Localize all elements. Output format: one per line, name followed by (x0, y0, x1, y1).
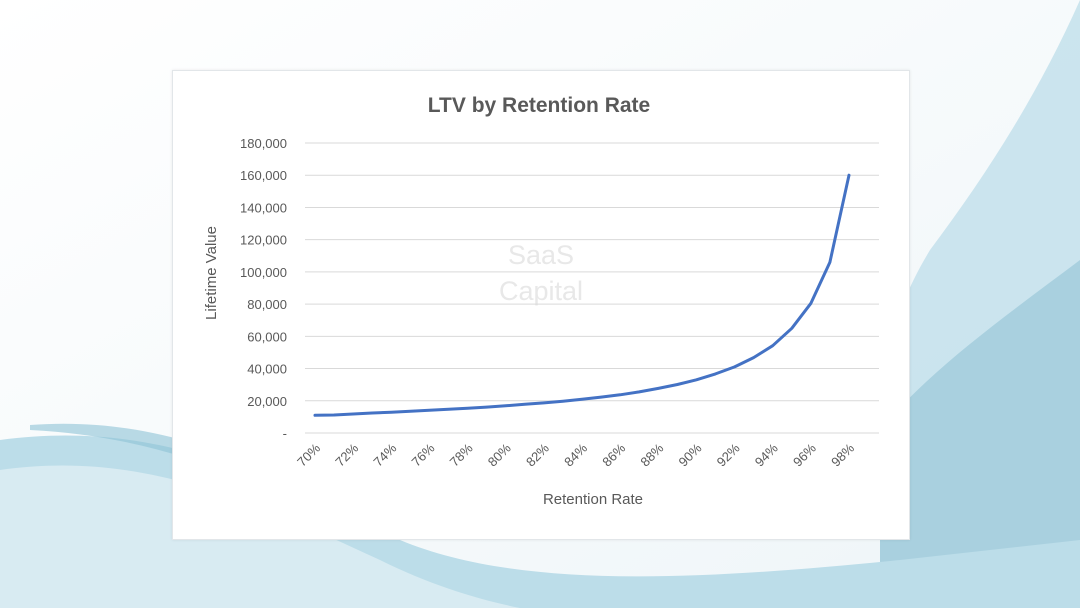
y-tick-label: 160,000 (240, 168, 287, 183)
data-point (828, 261, 832, 264)
data-point (542, 401, 546, 405)
data-point (618, 393, 622, 397)
x-tick-label: 80% (485, 440, 514, 469)
chart-title: LTV by Retention Rate (428, 94, 650, 117)
data-point (752, 356, 755, 359)
x-tick-label: 70% (294, 440, 323, 469)
y-tick-label: 60,000 (247, 329, 287, 344)
data-point (313, 414, 317, 417)
watermark-capital: Capital (499, 276, 583, 306)
data-point (580, 398, 584, 401)
data-point (733, 365, 736, 369)
y-tick-label: 140,000 (240, 200, 287, 215)
gridlines (305, 142, 879, 434)
data-point (390, 411, 393, 414)
x-tick-label: 76% (409, 440, 438, 469)
y-tick-label: 40,000 (247, 362, 287, 377)
watermark-saas: SaaS (508, 240, 574, 270)
y-tick-label: - (283, 426, 287, 441)
x-tick-label: 74% (370, 440, 399, 469)
data-point (695, 378, 698, 382)
x-axis-label: Retention Rate (543, 491, 643, 508)
y-tick-label: 80,000 (247, 297, 287, 312)
y-tick-label: 120,000 (240, 233, 287, 248)
series-layer (313, 173, 851, 417)
y-tick-label: 100,000 (240, 265, 287, 280)
y-tick-label: 20,000 (247, 394, 287, 409)
x-tick-label: 94% (752, 440, 781, 469)
data-point (371, 411, 374, 415)
x-tick-label: 82% (523, 440, 552, 469)
line-chart: SaaS Capital - 20,000 40,000 60,000 80,000 10… (203, 94, 879, 508)
y-tick-label: 180,000 (240, 136, 287, 151)
x-axis-ticks: 70% 72% 74% 76% 78% 80% 82% 84% 86% 88% 90% 92% 94% 9… (294, 440, 857, 469)
x-tick-label: 92% (714, 440, 743, 469)
data-point (523, 403, 526, 406)
data-point (676, 383, 679, 386)
data-point (351, 412, 355, 416)
data-point (332, 413, 336, 417)
x-tick-label: 98% (828, 440, 857, 469)
wave-right-deep (880, 260, 1080, 608)
y-axis-ticks: - 20,000 40,000 60,000 80,000 100,000 120,000 1… (240, 136, 287, 441)
x-tick-label: 88% (637, 440, 666, 469)
x-tick-label: 90% (676, 440, 705, 469)
data-point (485, 405, 488, 409)
y-axis-label: Lifetime Value (203, 226, 220, 320)
x-tick-label: 96% (790, 440, 819, 469)
x-tick-label: 84% (561, 440, 590, 469)
data-point (714, 372, 717, 376)
data-point (409, 410, 412, 413)
x-tick-label: 72% (332, 440, 361, 469)
data-point (504, 404, 507, 407)
data-point (847, 174, 851, 177)
data-point (428, 409, 431, 412)
data-point (771, 344, 774, 347)
data-point (447, 408, 450, 411)
data-point (657, 387, 660, 390)
data-point (466, 406, 469, 410)
x-tick-label: 78% (447, 440, 476, 469)
chart-card: SaaS Capital - 20,000 40,000 60,000 80,000 10… (172, 70, 910, 540)
x-tick-label: 86% (599, 440, 628, 469)
data-point (561, 400, 565, 403)
data-point (599, 395, 603, 399)
data-point (638, 390, 641, 394)
data-point (790, 327, 793, 330)
data-point (809, 302, 813, 305)
